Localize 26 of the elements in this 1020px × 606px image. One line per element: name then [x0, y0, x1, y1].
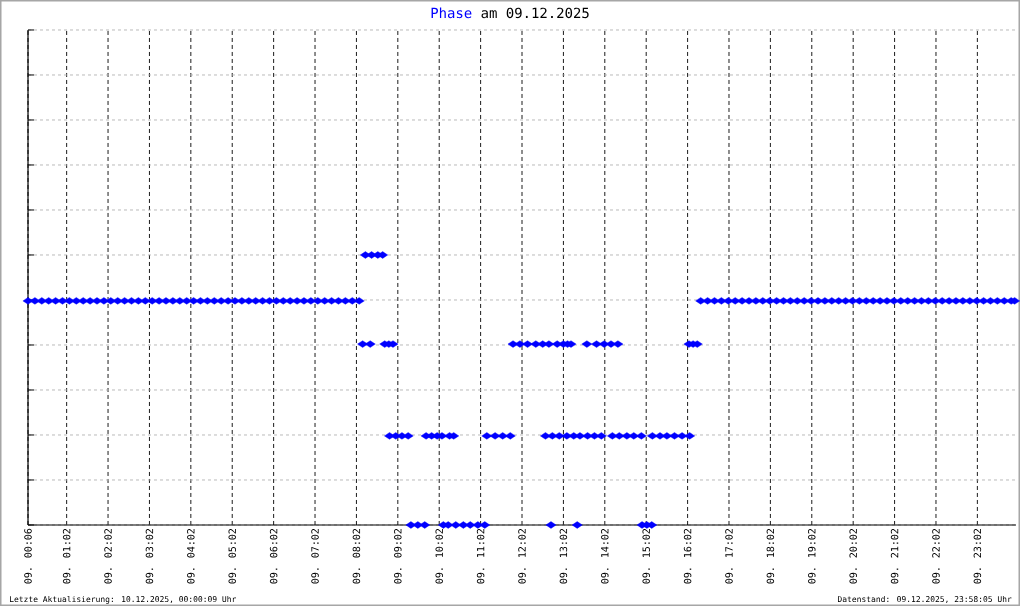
x-tick-label: 09. 10:02: [435, 529, 443, 584]
chart-title: am 09.12.2025: [481, 7, 589, 19]
x-tick-label: 09. 20:02: [849, 529, 857, 584]
x-tick-label: 09. 16:02: [683, 529, 692, 584]
x-tick-label: 09. 00:06: [24, 528, 32, 584]
x-tick-label: 09. 19:02: [808, 529, 816, 584]
x-tick-label: 09. 08:02: [352, 529, 361, 584]
x-tick-label: 09. 21:02: [890, 529, 899, 584]
text: Phase: [431, 7, 472, 19]
x-tick-label: 09. 09:02: [394, 529, 402, 584]
x-tick-label: 09. 23:02: [973, 529, 982, 584]
x-tick-label: 09. 15:02: [642, 529, 650, 584]
x-tick-label: 09. 14:02: [601, 529, 609, 584]
x-tick-label: 09. 03:02: [145, 529, 154, 584]
x-tick-label: 09. 13:02: [559, 529, 568, 584]
x-tick-label: 09. 06:02: [269, 529, 278, 584]
x-tick-label: 09. 05:02: [228, 529, 236, 584]
x-tick-label: 09. 04:02: [187, 529, 195, 584]
x-tick-label: 09. 22:02: [932, 529, 940, 584]
x-tick-label: 09. 01:02: [62, 529, 71, 584]
x-tick-label: 09. 07:02: [311, 529, 319, 584]
x-tick-label: 09. 02:02: [104, 529, 112, 584]
x-tick-label: 09. 18:02: [766, 529, 775, 584]
x-tick-label: 09. 17:02: [725, 529, 733, 584]
x-tick-label: 09. 12:02: [518, 529, 526, 584]
x-tick-label: 09. 11:02: [476, 529, 485, 584]
